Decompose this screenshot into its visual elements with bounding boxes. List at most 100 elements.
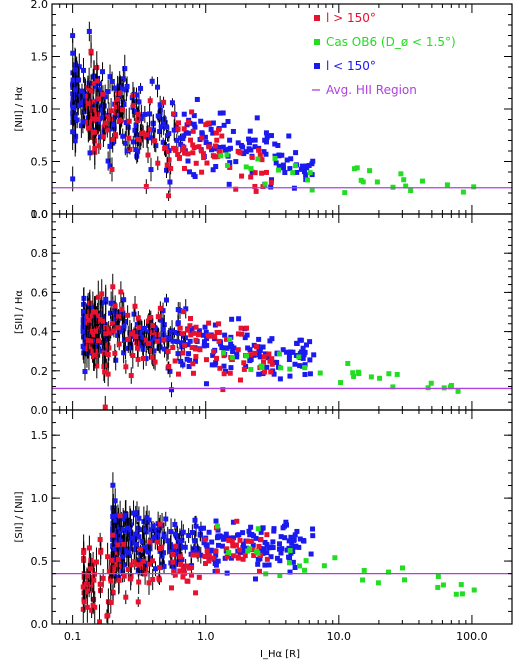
data-point <box>249 154 255 160</box>
data-point <box>134 153 140 159</box>
data-point <box>210 167 216 173</box>
data-point <box>140 538 146 544</box>
data-point <box>287 569 293 575</box>
data-point <box>110 532 116 538</box>
data-point <box>276 163 282 169</box>
data-point <box>114 537 120 543</box>
data-point <box>135 111 141 117</box>
data-point <box>209 147 215 153</box>
data-point <box>95 116 101 122</box>
data-point <box>223 336 229 342</box>
data-point <box>105 352 111 358</box>
data-point <box>185 578 191 584</box>
y-tick-label: 1.0 <box>31 208 49 221</box>
data-point <box>163 145 169 151</box>
data-point <box>240 530 246 536</box>
data-point <box>164 162 170 168</box>
data-point <box>298 166 304 172</box>
data-point <box>110 284 116 290</box>
data-point <box>147 98 153 104</box>
data-point <box>276 546 282 552</box>
data-point <box>160 139 166 145</box>
data-point <box>188 137 194 143</box>
data-point <box>177 325 183 331</box>
data-point <box>153 143 159 149</box>
data-point <box>175 152 181 158</box>
data-point <box>149 135 155 141</box>
data-point <box>178 358 184 364</box>
data-point <box>223 536 229 542</box>
data-point <box>227 336 233 342</box>
data-point <box>96 96 102 102</box>
data-point <box>255 556 261 562</box>
data-point <box>247 532 253 538</box>
data-point <box>72 115 78 121</box>
data-point <box>187 357 193 363</box>
data-point <box>242 335 248 341</box>
data-point <box>287 166 293 172</box>
data-point <box>109 569 115 575</box>
data-point <box>264 532 270 538</box>
data-point <box>202 537 208 543</box>
data-point <box>94 65 100 71</box>
data-point <box>163 516 169 522</box>
data-point <box>435 573 441 579</box>
data-point <box>251 533 257 539</box>
data-point <box>175 351 181 357</box>
data-point <box>147 555 153 561</box>
data-point <box>189 109 195 115</box>
data-point <box>262 562 268 568</box>
data-point <box>220 144 226 150</box>
data-point <box>93 328 99 334</box>
data-point <box>262 369 268 375</box>
data-point <box>154 338 160 344</box>
data-point <box>453 591 459 597</box>
data-point <box>283 349 289 355</box>
data-point <box>222 332 228 338</box>
data-point <box>390 384 396 390</box>
data-point <box>290 549 296 555</box>
data-point <box>270 539 276 545</box>
data-point <box>271 528 277 534</box>
data-point <box>123 364 129 370</box>
data-point <box>352 166 358 172</box>
data-point <box>166 157 172 163</box>
data-point <box>277 573 283 579</box>
data-point <box>163 297 169 303</box>
data-point <box>184 327 190 333</box>
data-point <box>157 545 163 551</box>
data-point <box>386 371 392 377</box>
data-point <box>119 554 125 560</box>
data-point <box>215 127 221 133</box>
data-point <box>186 363 192 369</box>
data-point <box>310 158 316 164</box>
data-point <box>260 184 266 190</box>
legend-label: l > 150° <box>326 11 376 25</box>
data-point <box>180 331 186 337</box>
data-point <box>114 561 120 567</box>
data-point <box>209 539 215 545</box>
data-point <box>290 559 296 565</box>
data-point <box>78 123 84 129</box>
data-point <box>136 579 142 585</box>
data-point <box>138 85 144 91</box>
data-point <box>239 331 245 337</box>
data-point <box>220 387 226 393</box>
data-point <box>107 163 113 169</box>
data-point <box>185 151 191 157</box>
data-point <box>165 335 171 341</box>
data-point <box>224 152 230 158</box>
data-point <box>108 300 114 306</box>
data-point <box>287 373 293 379</box>
data-point <box>120 568 126 574</box>
data-point <box>102 404 108 410</box>
data-point <box>175 120 181 126</box>
data-point <box>220 350 226 356</box>
data-point <box>174 339 180 345</box>
data-point <box>216 321 222 327</box>
data-point <box>264 556 270 562</box>
data-point <box>115 516 121 522</box>
data-point <box>276 152 282 158</box>
data-point <box>259 170 265 176</box>
data-point <box>309 161 315 167</box>
